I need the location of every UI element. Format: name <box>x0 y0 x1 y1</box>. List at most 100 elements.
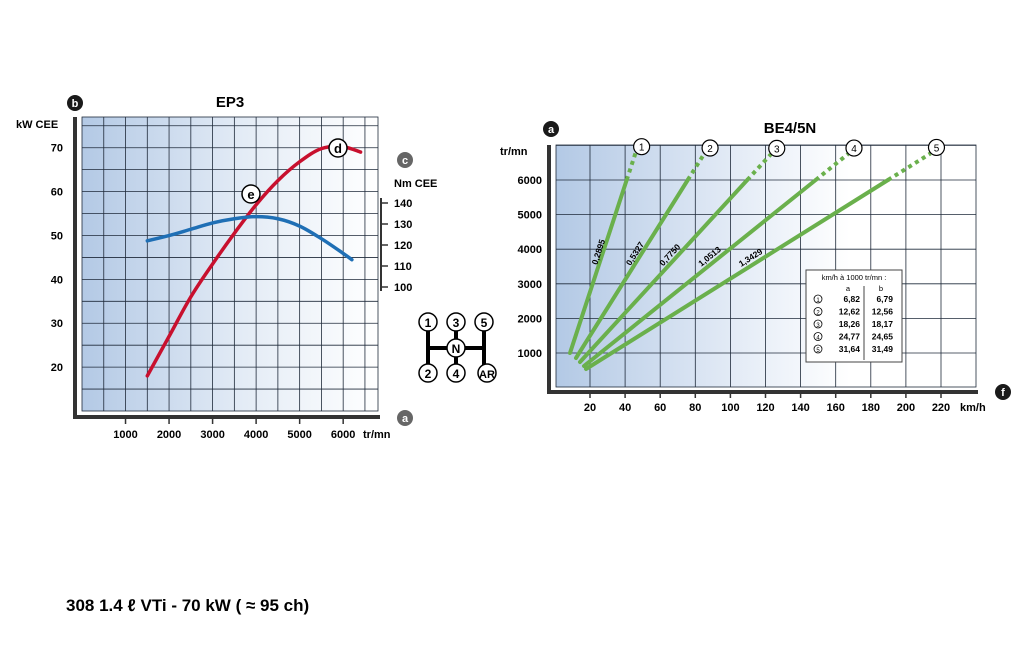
be4-title: BE4/5N <box>764 120 817 137</box>
be4-x-tick-label: 180 <box>862 402 880 414</box>
be4-xlabel: km/h <box>960 402 986 414</box>
be4-chart: BE4/5N 20 40 60 80 100 120 140 160 180 200 220 100… <box>500 120 1011 414</box>
ep3-y2-badge: c <box>397 152 413 168</box>
speed-table-value-b: 12,56 <box>872 307 894 317</box>
be4-x-badge-letter: f <box>1001 387 1005 399</box>
be4-x-tick-label: 120 <box>756 402 774 414</box>
be4-gear-1-badge <box>633 138 651 156</box>
ep3-y-badge-letter: b <box>72 98 79 110</box>
be4-gear-1-line <box>568 178 629 355</box>
shift-position-3: 3 <box>446 312 466 332</box>
speed-table-gear: 3 <box>816 323 820 329</box>
ep3-series: de <box>145 138 363 378</box>
be4-y-tick-label: 6000 <box>518 175 542 187</box>
be4-gear-5-label: 5 <box>934 143 940 154</box>
ep3-plot-area <box>82 117 378 411</box>
ep3-series-e-badge <box>241 184 261 204</box>
speed-table-value-b: 18,17 <box>872 319 894 329</box>
be4-ylabel: tr/mn <box>500 146 528 158</box>
ep3-y-tick-label: 40 <box>51 274 63 286</box>
be4-x-ticks: 20 40 60 80 100 120 140 160 180 200 220 <box>584 392 950 414</box>
ep3-y-tick-label: 70 <box>51 143 63 155</box>
speed-table-value-a: 18,26 <box>839 319 861 329</box>
shift-position-neutral: N <box>446 338 466 358</box>
ep3-axes <box>73 117 380 419</box>
shift-position-5: 5 <box>474 312 494 332</box>
be4-y-badge-letter: a <box>548 124 555 136</box>
be4-x-tick-label: 40 <box>619 402 631 414</box>
speed-table-value-a: 31,64 <box>839 344 861 354</box>
be4-x-tick-label: 220 <box>932 402 950 414</box>
ep3-y2-tick-label: 140 <box>394 198 412 210</box>
shift-label-2: 2 <box>425 367 432 381</box>
ep3-chart: EP3 1000 2000 3000 4000 5000 6000 20 30 40 50 60 7… <box>16 94 437 441</box>
shift-position-1: 1 <box>418 312 438 332</box>
ep3-xlabel: tr/mn <box>363 429 391 441</box>
speed-table-value-b: 24,65 <box>872 332 894 342</box>
be4-x-tick-label: 20 <box>584 402 596 414</box>
speed-table-gear: 1 <box>816 298 820 304</box>
be4-x-tick-label: 140 <box>791 402 809 414</box>
shift-position-2: 2 <box>418 363 438 383</box>
shift-position-4: 4 <box>446 363 466 383</box>
ep3-y2-tick-label: 120 <box>394 240 412 252</box>
speed-table-rows: 1 6,82 6,79 2 12,62 12,56 3 18,26 18,17 4 24,77 24,… <box>813 294 894 354</box>
be4-y-ticks: 1000 2000 3000 4000 5000 6000 <box>518 175 542 360</box>
ep3-x-tick-label: 3000 <box>200 429 224 441</box>
be4-gear-2-extension <box>686 152 706 182</box>
shift-label-1: 1 <box>425 316 432 330</box>
be4-gear-3-badge <box>768 139 786 158</box>
be4-x-tick-label: 160 <box>827 402 845 414</box>
speed-table-gear: 4 <box>816 336 820 342</box>
be4-gear-2-line <box>574 178 690 360</box>
be4-y-tick-label: 3000 <box>518 279 542 291</box>
ep3-y2-tick-label: 130 <box>394 219 412 231</box>
speed-table-gear: 5 <box>816 348 820 354</box>
ep3-y-tick-label: 20 <box>51 362 63 374</box>
speed-table-gear-badge <box>813 332 823 341</box>
be4-gear-5-badge <box>927 138 946 157</box>
speed-table-box <box>805 269 903 363</box>
ep3-y2-ticks: 100 110 120 130 140 <box>381 198 412 294</box>
ep3-x-tick-label: 5000 <box>287 429 311 441</box>
ep3-series-e-line <box>145 214 354 262</box>
be4-x-tick-label: 200 <box>897 402 915 414</box>
be4-gear-5-extension <box>886 151 932 182</box>
speed-table-gear: 2 <box>816 311 820 317</box>
ep3-x-ticks: 1000 2000 3000 4000 5000 6000 <box>113 417 355 441</box>
speed-table-gear-badge <box>813 319 823 329</box>
model-caption: 308 1.4 ℓ VTi - 70 kW ( ≈ 95 ch) <box>66 596 310 615</box>
ep3-y-tick-label: 50 <box>51 230 63 242</box>
ep3-grid <box>81 116 379 412</box>
speed-table: km/h à 1000 tr/mn : a b 1 6,82 6,792 12,62 1… <box>805 269 903 363</box>
ep3-y2label: Nm CEE <box>394 178 437 190</box>
speed-table-value-a: 12,62 <box>839 307 861 317</box>
be4-y-tick-label: 1000 <box>518 348 542 360</box>
shift-label-reverse: AR <box>479 369 495 381</box>
be4-x-tick-label: 60 <box>654 402 666 414</box>
ep3-x-badge: a <box>397 410 413 426</box>
be4-frame <box>555 144 977 388</box>
ep3-y-tick-label: 30 <box>51 318 63 330</box>
be4-gear-3-label: 3 <box>774 144 780 155</box>
ep3-x-tick-label: 2000 <box>157 429 181 441</box>
ep3-y2-tick-label: 100 <box>394 282 412 294</box>
shift-pattern: 1 2 3 4 5 N AR <box>418 312 497 383</box>
be4-gear-3-extension <box>745 153 773 182</box>
speed-table-gear-badge <box>813 307 823 316</box>
ep3-frame <box>81 116 379 412</box>
be4-gear-5-line <box>584 178 890 371</box>
ep3-series-d-badge <box>328 138 348 158</box>
ep3-y2-badge-letter: c <box>402 155 408 167</box>
be4-gear-4-extension <box>814 152 850 182</box>
be4-gear-3-line <box>578 178 750 364</box>
speed-table-col-a: a <box>846 284 851 293</box>
be4-y-tick-label: 5000 <box>518 210 542 222</box>
speed-table-value-a: 24,77 <box>839 332 861 342</box>
be4-x-tick-label: 80 <box>689 402 701 414</box>
speed-table-title: km/h à 1000 tr/mn : <box>822 273 887 282</box>
be4-gear-4-label: 4 <box>851 144 857 155</box>
speed-table-gear-badge <box>813 344 823 354</box>
